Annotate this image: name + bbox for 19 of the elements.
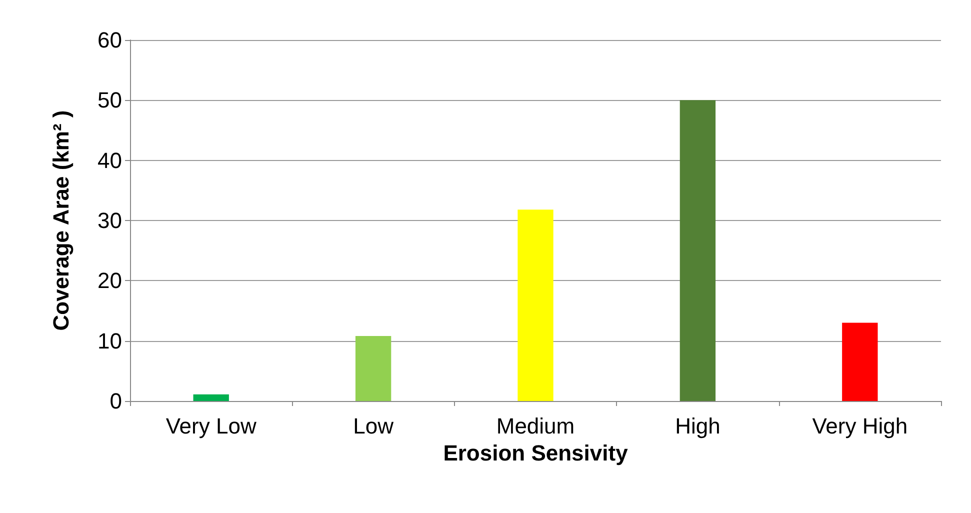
bar xyxy=(680,100,716,401)
y-tick-label: 40 xyxy=(98,148,122,173)
y-tick-label: 60 xyxy=(98,28,122,52)
x-tick-label: High xyxy=(675,414,720,438)
y-tick-label: 30 xyxy=(98,208,122,233)
x-tick-label: Very Low xyxy=(166,414,256,438)
bar xyxy=(518,210,554,401)
bar xyxy=(355,336,392,401)
y-tick-label: 50 xyxy=(98,88,122,113)
y-axis-title: Coverage Arae (km² ) xyxy=(48,110,74,331)
x-tick-label: Very High xyxy=(812,414,908,438)
y-tick-label: 20 xyxy=(98,268,122,294)
x-tick-label: Medium xyxy=(496,414,575,438)
x-axis-title: Erosion Sensivity xyxy=(443,440,629,466)
x-tick-label: Low xyxy=(353,414,394,438)
y-tick-label: 0 xyxy=(110,388,122,414)
y-tick-label: 10 xyxy=(98,328,122,354)
bar xyxy=(193,394,229,401)
bar xyxy=(842,322,878,401)
